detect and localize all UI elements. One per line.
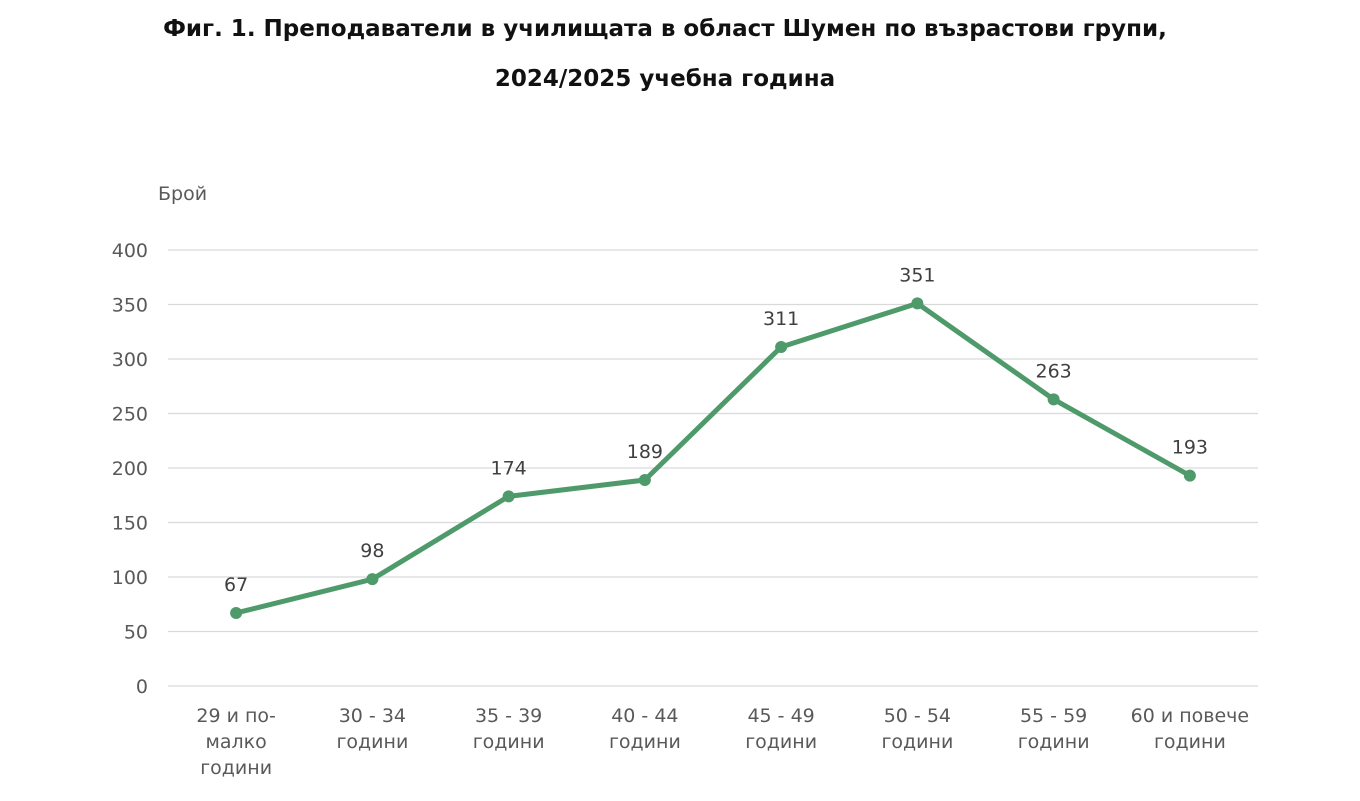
data-label: 311 [763,308,799,330]
data-point [1047,393,1060,406]
x-tick-label-line: години [609,731,681,753]
y-axis-ticks: 0 50 100 150 200 250 300 350 400 [112,240,148,698]
x-tick-label-line: 50 - 54 [884,705,951,727]
chart-title-line-2: 2024/2025 учебна година [494,66,836,92]
data-point [230,606,243,619]
y-tick-label: 400 [112,240,148,262]
data-point [1183,469,1196,482]
x-tick-label: 40 - 44 години [609,705,681,753]
x-tick-label: 30 - 34 години [336,705,408,753]
y-tick-label: 50 [124,622,148,644]
y-tick-label: 300 [112,349,148,371]
x-tick-label: 29 и по-малко години [196,705,276,779]
data-labels: 67 98 174 189 311 351 263 193 [224,264,1208,596]
data-label: 189 [627,441,663,463]
x-tick-label: 50 - 54 години [881,705,953,753]
y-tick-label: 0 [136,676,148,698]
chart-title-line-1: Фиг. 1. Преподаватели в училищата в обла… [163,16,1167,42]
data-point [502,490,515,503]
x-tick-label-line: години [336,731,408,753]
data-label: 174 [490,457,526,479]
x-tick-label-line: 45 - 49 [747,705,814,727]
y-tick-label: 250 [112,404,148,426]
series-line [233,300,1193,616]
data-label: 351 [899,264,935,286]
x-tick-label-line: малко [206,731,267,753]
y-axis-label: Брой [158,183,207,205]
x-tick-label: 45 - 49 години [745,705,817,753]
gridlines [168,249,1258,687]
y-tick-label: 150 [112,513,148,535]
x-tick-label: 55 - 59 години [1018,705,1090,753]
y-tick-label: 100 [112,567,148,589]
y-tick-label: 350 [112,295,148,317]
data-label: 98 [360,540,384,562]
data-point [775,341,788,354]
data-label: 67 [224,574,248,596]
series-markers [230,297,1196,619]
x-tick-label-line: 55 - 59 [1020,705,1087,727]
x-tick-label-line: години [745,731,817,753]
data-point [638,473,651,486]
x-tick-label: 35 - 39 години [473,705,545,753]
x-tick-label-line: 30 - 34 [339,705,406,727]
x-axis-categories: 29 и по-малко години 30 - 34 години 35 - 39 г… [196,705,1249,779]
x-tick-label-line: 29 и по- [196,705,276,727]
x-tick-label: 60 и повече години [1131,705,1249,753]
series-polyline [233,300,1193,616]
x-tick-label-line: 35 - 39 [475,705,542,727]
data-point [911,297,924,310]
y-tick-label: 200 [112,458,148,480]
data-label: 263 [1035,360,1071,382]
data-label: 193 [1172,437,1208,459]
x-tick-label-line: години [473,731,545,753]
data-point [366,573,379,586]
x-tick-label-line: години [200,757,272,779]
x-tick-label-line: години [881,731,953,753]
x-tick-label-line: години [1018,731,1090,753]
x-tick-label-line: 40 - 44 [611,705,678,727]
x-tick-label-line: 60 и повече [1131,705,1249,727]
x-tick-label-line: години [1154,731,1226,753]
